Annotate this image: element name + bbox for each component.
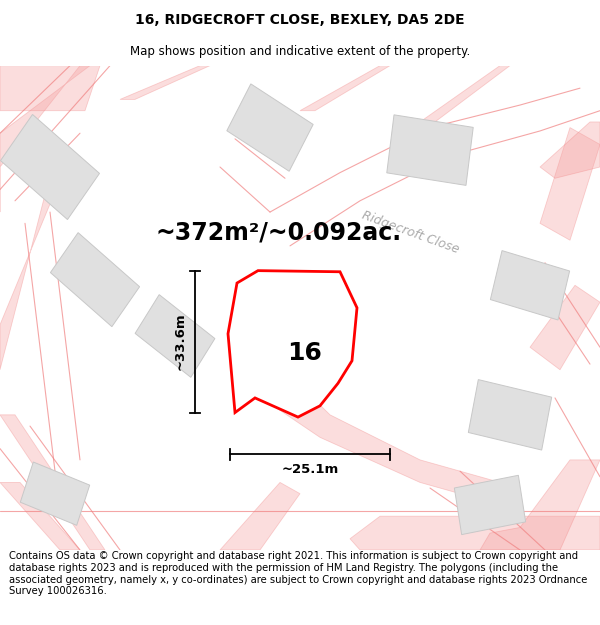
Polygon shape <box>0 482 80 550</box>
Polygon shape <box>0 66 100 111</box>
Polygon shape <box>135 294 215 378</box>
Text: ~372m²/~0.092ac.: ~372m²/~0.092ac. <box>155 221 401 244</box>
Polygon shape <box>420 66 510 122</box>
Polygon shape <box>490 251 569 320</box>
Polygon shape <box>227 84 313 171</box>
Polygon shape <box>0 66 90 212</box>
Text: Ridgecroft Close: Ridgecroft Close <box>359 209 460 256</box>
Text: Map shows position and indicative extent of the property.: Map shows position and indicative extent… <box>130 44 470 58</box>
Polygon shape <box>350 516 600 550</box>
Polygon shape <box>1 114 100 219</box>
Polygon shape <box>220 482 300 550</box>
Polygon shape <box>270 376 520 505</box>
Polygon shape <box>0 415 105 550</box>
Text: 16: 16 <box>287 341 322 365</box>
Polygon shape <box>120 66 210 99</box>
Polygon shape <box>469 379 551 450</box>
Polygon shape <box>20 462 89 526</box>
Polygon shape <box>228 271 357 417</box>
Polygon shape <box>540 127 600 240</box>
Polygon shape <box>50 232 140 327</box>
Polygon shape <box>454 475 526 534</box>
Polygon shape <box>387 115 473 186</box>
Text: ~33.6m: ~33.6m <box>174 312 187 371</box>
Text: Contains OS data © Crown copyright and database right 2021. This information is : Contains OS data © Crown copyright and d… <box>9 551 587 596</box>
Polygon shape <box>236 288 293 362</box>
Polygon shape <box>480 460 600 550</box>
Text: ~25.1m: ~25.1m <box>281 463 338 476</box>
Text: 16, RIDGECROFT CLOSE, BEXLEY, DA5 2DE: 16, RIDGECROFT CLOSE, BEXLEY, DA5 2DE <box>135 13 465 27</box>
Polygon shape <box>0 156 70 370</box>
Polygon shape <box>300 66 390 111</box>
Polygon shape <box>530 285 600 370</box>
Polygon shape <box>540 122 600 178</box>
